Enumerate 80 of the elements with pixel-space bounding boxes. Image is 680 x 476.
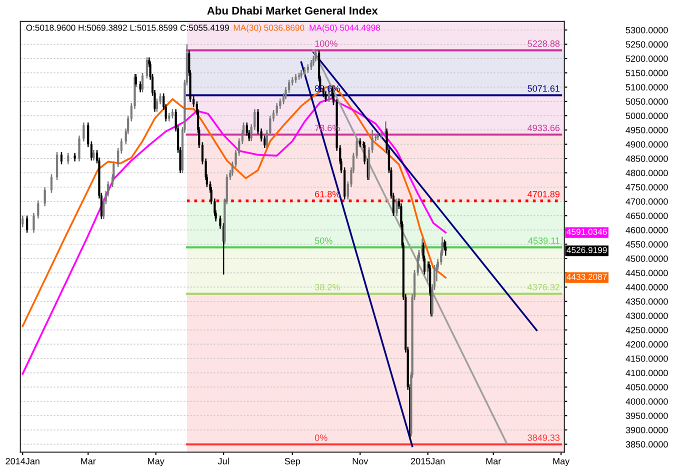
x-tick-label: Mar [486,458,501,464]
candlestick [314,50,317,62]
candlestick [60,151,63,165]
y-tick-label: 4300.0000 [626,312,668,320]
y-tick-label: 4350.0000 [626,298,668,305]
y-tick-label: 5150.0000 [626,70,668,76]
annotation: 50% [314,237,332,244]
x-tick-label: Jul [218,458,229,464]
y-tick-label: 4100.0000 [626,370,668,376]
candlestick [141,72,144,93]
annotation: MA(30) 5036.8690 [234,24,304,32]
y-tick-label: 4800.0000 [626,170,668,176]
candlestick [310,59,312,71]
x-tick-label: May [553,458,570,466]
y-tick-label: 4250.0000 [626,326,668,334]
annotation: 4591.0346 [566,228,607,235]
y-tick-label: 4400.0000 [626,284,668,290]
annotation: 4526.9199 [566,247,607,254]
candlestick [78,135,80,162]
y-tick-label: 4500.0000 [626,255,668,262]
y-tick-label: 3850.0000 [626,441,668,448]
y-tick-label: 5100.0000 [626,84,668,90]
y-tick-label: 4000.0000 [626,398,668,405]
y-tick-label: 4450.0000 [626,270,668,276]
candlestick [82,122,85,142]
x-tick-label: 2015Jan [410,458,445,464]
y-tick-label: 4550.0000 [626,241,668,248]
candlestick [37,200,40,220]
ref-line-label: 5071.61 [528,85,560,92]
annotation: O:5018.9600 H:5069.3892 L:5015.8599 C:5055.4199 [26,24,229,31]
y-tick-label: 4200.0000 [626,341,668,348]
candlestick [324,90,327,103]
annotation: 0% [314,434,328,441]
y-tick-label: 5200.0000 [626,56,668,62]
x-tick-label: Mar [81,458,96,464]
candlestick [44,186,46,207]
annotation: 100% [315,40,338,47]
y-tick-label: 4850.0000 [626,156,668,162]
y-tick-label: 4900.0000 [626,141,668,148]
ref-line-label: 5228.88 [528,40,560,47]
x-tick-label: 2014Jan [6,458,40,464]
candlestick [50,174,53,194]
candlestick [56,151,58,181]
candlestick [139,80,142,93]
y-tick-label: 4050.0000 [626,384,668,390]
candlestick [67,152,70,165]
ref-line-label: 4539.11 [528,237,560,244]
y-tick-label: 5250.0000 [626,41,668,48]
x-tick-label: May [148,458,164,466]
candlestick [22,215,24,228]
y-tick-label: 4750.0000 [626,184,668,190]
y-tick-label: 5000.0000 [626,112,668,120]
annotation: 4433.2087 [566,274,607,280]
chart-title: Abu Dhabi Market General Index [207,6,378,15]
x-tick-label: Sep [284,458,300,466]
candlestick [146,56,148,80]
candlestick [32,212,35,234]
candlestick [92,149,95,162]
y-tick-label: 5050.0000 [626,98,668,105]
y-tick-label: 4600.0000 [626,226,668,234]
ref-line-label: 4376.32 [528,284,560,290]
y-tick-label: 4950.0000 [626,126,668,134]
candlestick [380,130,382,139]
candlestick [171,108,174,120]
ref-line-label: 3849.33 [528,434,560,441]
ref-line-label: 4933.66 [528,124,560,132]
y-tick-label: 4650.0000 [626,212,668,220]
y-tick-label: 4150.0000 [626,355,668,362]
candlestick [396,198,398,217]
candlestick [26,215,28,234]
annotation: MA(50) 5044.4998 [310,24,380,32]
y-tick-label: 3950.0000 [626,412,668,419]
ref-line-label: 4701.89 [528,190,560,198]
y-tick-label: 4700.0000 [626,198,668,205]
y-tick-label: 3900.0000 [626,426,668,434]
candlestick [156,98,158,112]
line-series [22,84,447,328]
x-tick-label: Nov [352,458,368,464]
y-tick-label: 5300.0000 [626,26,668,34]
annotation: 38.2% [314,284,340,290]
